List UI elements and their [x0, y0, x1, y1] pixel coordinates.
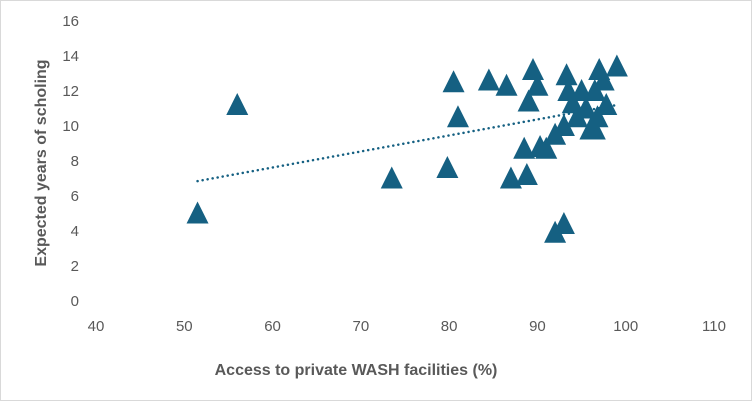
data-point: [186, 201, 209, 224]
data-point: [436, 156, 459, 178]
x-tick-label: 40: [88, 318, 105, 335]
y-tick-label: 10: [62, 118, 79, 135]
data-point: [552, 212, 575, 234]
y-tick-label: 6: [71, 188, 79, 205]
data-point: [526, 73, 549, 96]
x-tick-label: 70: [353, 318, 370, 335]
data-point: [477, 68, 500, 91]
y-tick-label: 12: [62, 83, 79, 100]
data-point: [499, 166, 522, 189]
data-point: [446, 105, 469, 128]
data-point: [495, 73, 518, 96]
data-point: [442, 70, 465, 93]
y-tick-label: 16: [62, 13, 79, 30]
data-point: [595, 93, 618, 115]
y-tick-label: 0: [71, 293, 79, 310]
x-tick-label: 50: [176, 318, 193, 335]
y-tick-label: 2: [71, 258, 79, 275]
x-axis-label: Access to private WASH facilities (%): [215, 362, 498, 379]
x-tick-label: 60: [264, 318, 281, 335]
data-point: [535, 136, 558, 159]
x-tick-label: 100: [613, 318, 638, 335]
data-point: [605, 54, 628, 77]
y-tick-label: 14: [62, 48, 79, 65]
data-point: [555, 63, 578, 86]
data-point: [574, 96, 597, 119]
x-tick-label: 110: [702, 318, 726, 335]
data-point: [583, 117, 606, 140]
data-point: [515, 163, 538, 185]
data-point: [513, 136, 536, 159]
data-point: [226, 93, 249, 115]
data-point: [592, 68, 615, 91]
data-point: [552, 114, 575, 136]
y-tick-label: 4: [71, 223, 79, 240]
data-point: [586, 105, 609, 128]
data-point: [517, 89, 540, 112]
data-point: [380, 166, 403, 189]
y-tick-label: 8: [71, 153, 79, 170]
y-axis-label: Expected years of scholing: [33, 59, 50, 266]
trendline: [196, 103, 619, 183]
data-point: [522, 58, 545, 80]
x-tick-label: 80: [441, 318, 458, 335]
x-tick-label: 90: [529, 318, 546, 335]
